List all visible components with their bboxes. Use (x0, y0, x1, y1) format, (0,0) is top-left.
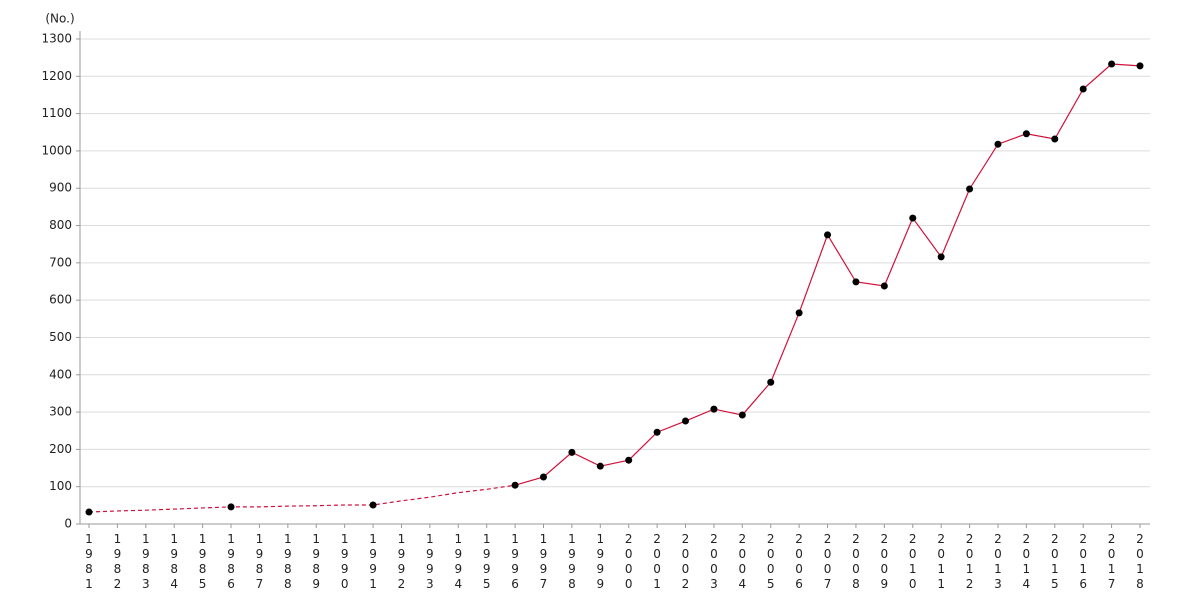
data-point (596, 462, 604, 470)
data-point (738, 411, 746, 419)
y-tick-label: 800 (49, 218, 72, 232)
data-point (227, 503, 235, 511)
x-tick-label: 2016 (1076, 532, 1090, 592)
data-point (511, 481, 519, 489)
data-point (85, 508, 93, 516)
data-point (824, 231, 832, 239)
x-tick-label: 2005 (764, 532, 778, 592)
x-tick-label: 1989 (309, 532, 323, 592)
x-tick-label: 1995 (480, 532, 494, 592)
x-tick-label: 2001 (650, 532, 664, 592)
line-series (88, 484, 516, 513)
data-point (710, 405, 718, 413)
data-point (682, 417, 690, 425)
x-tick-label: 1985 (196, 532, 210, 592)
data-point (369, 501, 377, 509)
x-tick-label: 2002 (679, 532, 693, 592)
data-point (625, 456, 633, 464)
x-tick-label: 2012 (963, 532, 977, 592)
x-tick-label: 2010 (906, 532, 920, 592)
x-tick-label: 1991 (366, 532, 380, 592)
x-tick-label: 1986 (224, 532, 238, 592)
data-point (1136, 62, 1144, 70)
x-tick-label: 1982 (110, 532, 124, 592)
data-point (1051, 135, 1059, 143)
data-point (1108, 60, 1116, 68)
y-tick-label: 500 (49, 330, 72, 344)
x-tick-label: 2007 (821, 532, 835, 592)
y-tick-label: 900 (49, 181, 72, 195)
x-tick-label: 1987 (252, 532, 266, 592)
x-tick-label: 1996 (508, 532, 522, 592)
y-axis-label: (No.) (45, 12, 74, 26)
x-tick-label: 1993 (423, 532, 437, 592)
x-tick-label: 2006 (792, 532, 806, 592)
x-tick-label: 1988 (281, 532, 295, 592)
data-point (937, 253, 945, 261)
x-tick-label: 1992 (394, 532, 408, 592)
x-tick-label: 1983 (139, 532, 153, 592)
data-point (1079, 85, 1087, 93)
data-point (966, 185, 974, 193)
x-tick-label: 2011 (934, 532, 948, 592)
x-tick-label: 1998 (565, 532, 579, 592)
x-tick-label: 2015 (1048, 532, 1062, 592)
data-point (880, 282, 888, 290)
x-tick-label: 2017 (1105, 532, 1119, 592)
data-point (852, 278, 860, 286)
x-tick-label: 2014 (1019, 532, 1033, 592)
y-tick-label: 1300 (41, 32, 72, 46)
x-tick-label: 2009 (877, 532, 891, 592)
y-tick-label: 200 (49, 442, 72, 456)
y-tick-label: 1000 (41, 143, 72, 157)
data-point (994, 140, 1002, 148)
y-tick-label: 100 (49, 479, 72, 493)
x-tick-label: 2004 (735, 532, 749, 592)
x-tick-label: 1997 (536, 532, 550, 592)
data-point (539, 473, 547, 481)
data-point (653, 428, 661, 436)
x-tick-label: 1981 (82, 532, 96, 592)
y-tick-label: 400 (49, 367, 72, 381)
x-tick-label: 2018 (1133, 532, 1147, 592)
data-point (767, 378, 775, 386)
y-tick-label: 1100 (41, 106, 72, 120)
x-tick-label: 1990 (338, 532, 352, 592)
y-tick-label: 700 (49, 255, 72, 269)
x-tick-label: 2000 (622, 532, 636, 592)
x-tick-label: 1999 (593, 532, 607, 592)
y-tick-label: 300 (49, 405, 72, 419)
x-tick-label: 2013 (991, 532, 1005, 592)
x-tick-label: 1984 (167, 532, 181, 592)
x-tick-label: 2008 (849, 532, 863, 592)
y-tick-label: 0 (64, 517, 72, 531)
y-tick-label: 1200 (41, 69, 72, 83)
line-series (514, 63, 1141, 486)
data-point (1022, 130, 1030, 138)
data-point (568, 448, 576, 456)
data-point (909, 214, 917, 222)
x-tick-label: 2003 (707, 532, 721, 592)
y-tick-label: 600 (49, 293, 72, 307)
x-tick-label: 1994 (451, 532, 465, 592)
data-point (795, 309, 803, 317)
